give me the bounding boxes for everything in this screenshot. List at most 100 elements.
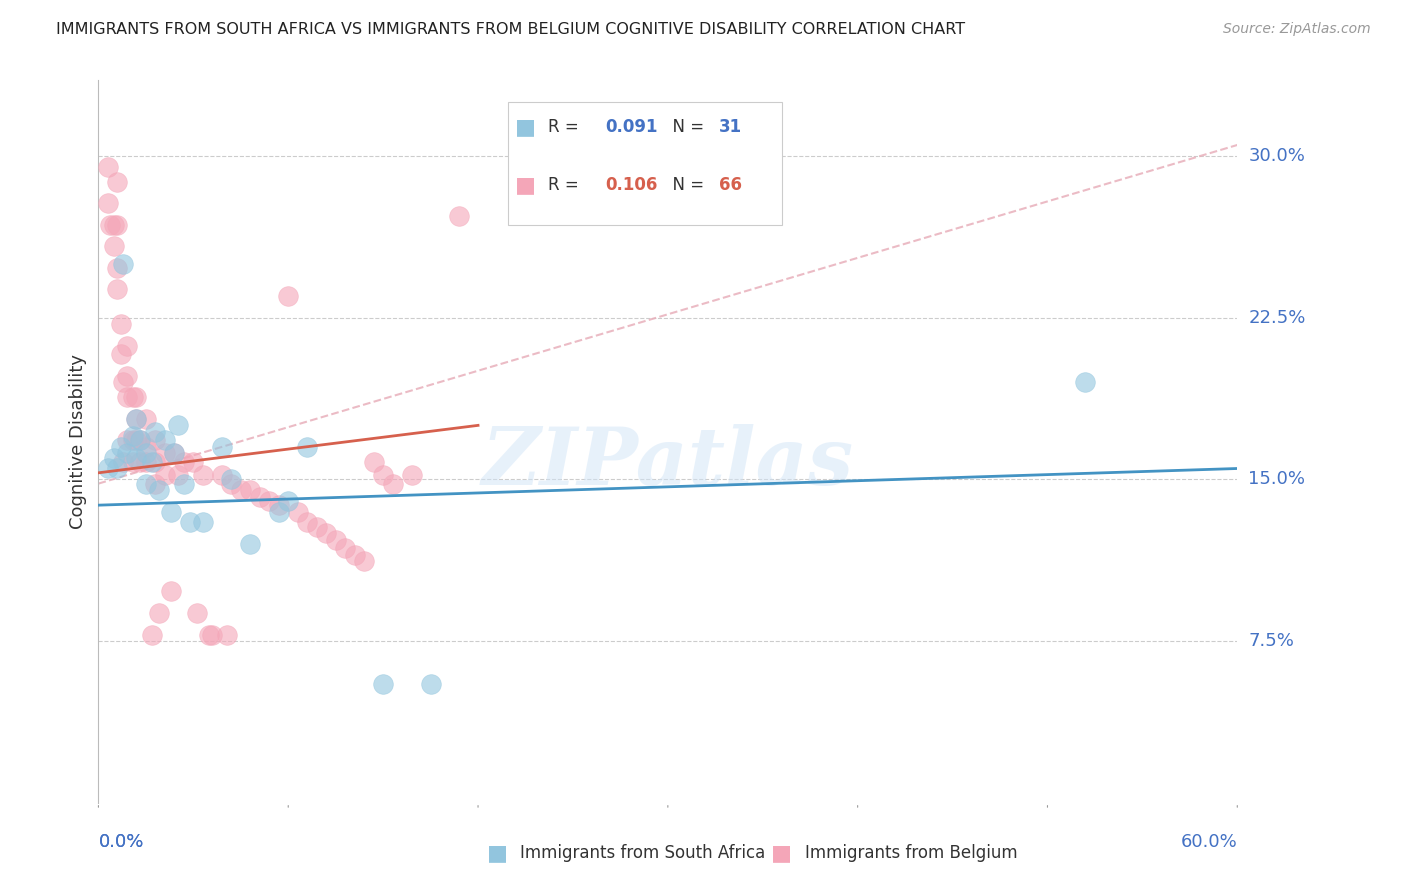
Point: [121, 390, 143, 404]
Point: [107, 175, 129, 189]
FancyBboxPatch shape: [509, 102, 782, 225]
Point: [103, 218, 125, 232]
Point: [153, 467, 176, 482]
Point: [125, 412, 148, 426]
Point: [419, 677, 441, 691]
Point: [153, 434, 176, 448]
Point: [129, 434, 152, 448]
Point: [110, 347, 132, 361]
Point: [343, 548, 366, 562]
Text: 66: 66: [718, 176, 742, 194]
Point: [115, 446, 138, 460]
Point: [315, 526, 337, 541]
Point: [159, 505, 181, 519]
Point: [129, 434, 152, 448]
Y-axis label: Cognitive Disability: Cognitive Disability: [69, 354, 87, 529]
Point: [325, 533, 347, 547]
Point: [305, 520, 328, 534]
Text: 0.106: 0.106: [605, 176, 658, 194]
Point: [112, 376, 135, 390]
Text: R =: R =: [548, 176, 585, 194]
Point: [1074, 376, 1097, 390]
Point: [110, 317, 132, 331]
Point: [141, 627, 163, 641]
Point: [115, 368, 138, 383]
Point: [173, 455, 195, 469]
Text: ■: ■: [772, 843, 792, 863]
Point: [135, 412, 157, 426]
Point: [145, 455, 167, 469]
Point: [125, 390, 148, 404]
Text: IMMIGRANTS FROM SOUTH AFRICA VS IMMIGRANTS FROM BELGIUM COGNITIVE DISABILITY COR: IMMIGRANTS FROM SOUTH AFRICA VS IMMIGRAN…: [56, 22, 966, 37]
Text: 60.0%: 60.0%: [1181, 833, 1237, 851]
Point: [229, 483, 252, 497]
Point: [353, 554, 375, 568]
Point: [97, 196, 120, 211]
Point: [239, 483, 262, 497]
Point: [110, 440, 132, 454]
Point: [186, 606, 208, 620]
Text: Immigrants from Belgium: Immigrants from Belgium: [804, 845, 1017, 863]
Point: [167, 418, 190, 433]
Point: [97, 461, 120, 475]
Text: 22.5%: 22.5%: [1249, 309, 1306, 326]
Point: [148, 606, 170, 620]
Point: [277, 493, 299, 508]
Point: [112, 455, 135, 469]
Point: [148, 483, 170, 497]
Text: 15.0%: 15.0%: [1249, 470, 1305, 488]
Point: [103, 239, 125, 253]
Point: [121, 429, 143, 443]
Point: [401, 467, 423, 482]
Point: [221, 472, 243, 486]
Point: [371, 467, 394, 482]
Text: 31: 31: [718, 119, 742, 136]
Point: [125, 434, 148, 448]
Point: [98, 218, 121, 232]
Text: 0.0%: 0.0%: [98, 833, 143, 851]
Point: [135, 476, 157, 491]
Point: [191, 516, 214, 530]
Text: N =: N =: [662, 176, 710, 194]
Point: [129, 455, 152, 469]
Text: 0.091: 0.091: [605, 119, 658, 136]
Point: [267, 498, 290, 512]
Text: 7.5%: 7.5%: [1249, 632, 1295, 650]
Point: [287, 505, 309, 519]
Point: [259, 493, 281, 508]
Point: [97, 160, 120, 174]
Point: [115, 390, 138, 404]
Point: [297, 516, 319, 530]
Point: [371, 677, 394, 691]
Point: [145, 476, 167, 491]
Point: [221, 476, 243, 491]
Point: [135, 455, 157, 469]
Point: [159, 584, 181, 599]
Point: [167, 467, 190, 482]
Text: ZIPatlas: ZIPatlas: [482, 425, 853, 502]
Point: [112, 257, 135, 271]
Point: [115, 434, 138, 448]
Point: [381, 476, 404, 491]
Point: [107, 218, 129, 232]
Text: N =: N =: [662, 119, 710, 136]
Point: [249, 490, 271, 504]
Point: [115, 338, 138, 352]
Text: Immigrants from South Africa: Immigrants from South Africa: [520, 845, 765, 863]
Text: ■: ■: [486, 843, 508, 863]
Text: 30.0%: 30.0%: [1249, 147, 1305, 165]
Point: [121, 434, 143, 448]
Point: [135, 440, 157, 454]
Point: [191, 467, 214, 482]
Point: [153, 446, 176, 460]
Point: [211, 467, 233, 482]
Point: [297, 440, 319, 454]
Point: [197, 627, 219, 641]
Point: [125, 412, 148, 426]
Point: [103, 450, 125, 465]
Point: [163, 446, 186, 460]
Text: ■: ■: [515, 175, 536, 195]
Point: [107, 461, 129, 475]
Point: [267, 505, 290, 519]
Point: [449, 209, 471, 223]
